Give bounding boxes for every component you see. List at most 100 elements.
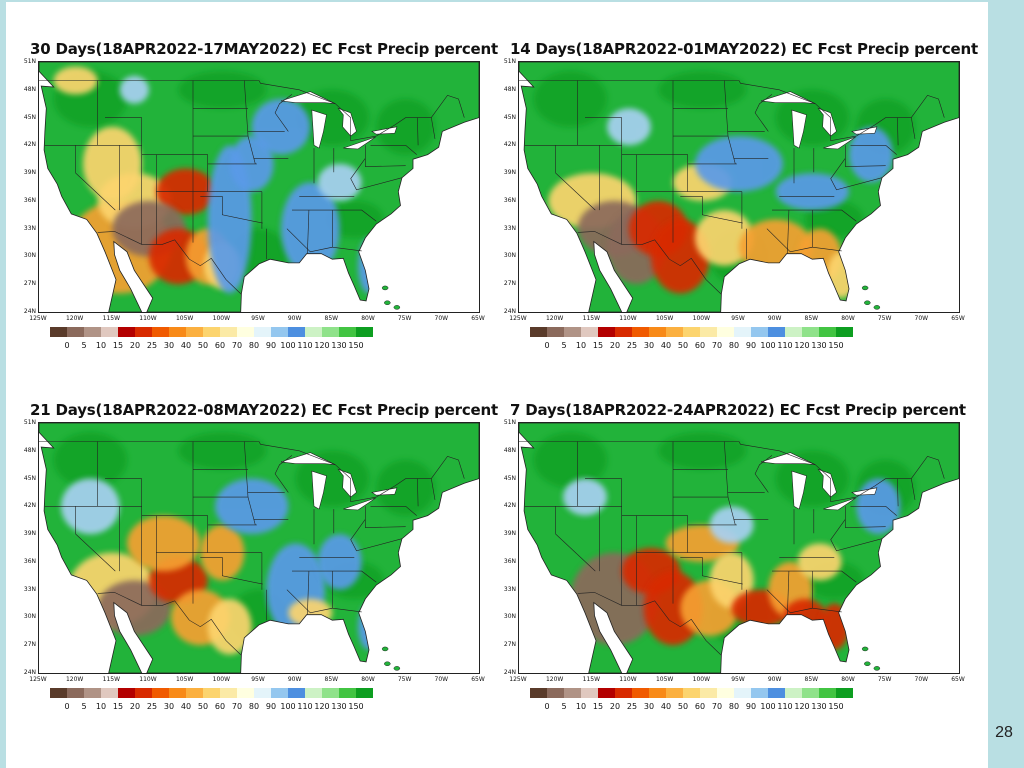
colorbar-label: 15 — [592, 702, 604, 711]
colorbar-swatch — [785, 688, 802, 698]
coastline — [39, 423, 479, 673]
anomaly-region — [376, 99, 435, 155]
latitude-label: 24N — [503, 308, 516, 315]
colorbar-swatch — [118, 688, 135, 698]
boundary-line — [897, 117, 899, 146]
boundary-line — [812, 246, 842, 252]
colorbar-swatch — [615, 688, 632, 698]
colorbar — [530, 327, 853, 337]
colorbar-swatch — [768, 327, 785, 337]
colorbar-swatch — [135, 688, 152, 698]
anomaly-region — [797, 543, 842, 581]
longitude-label: 70W — [914, 676, 929, 683]
longitude-label: 80W — [361, 676, 375, 683]
colorbar-swatch — [50, 327, 67, 337]
boundary-line — [911, 478, 916, 500]
precip-map — [38, 422, 480, 674]
map-panel-14-days: 14 Days(18APR2022-01MAY2022) EC Fcst Pre… — [498, 40, 978, 370]
island — [864, 300, 871, 305]
colorbar-label: 40 — [660, 341, 672, 350]
boundary-line — [286, 210, 333, 253]
latitude-label: 45N — [503, 474, 516, 482]
colorbar-label: 130 — [811, 702, 827, 711]
colorbar-swatch — [802, 688, 819, 698]
colorbar-swatch — [220, 688, 237, 698]
colorbar-label: 120 — [794, 702, 810, 711]
colorbar-label: 30 — [163, 341, 175, 350]
longitude-label: 80W — [841, 315, 855, 322]
colorbar-swatch — [785, 327, 802, 337]
boundary-line — [830, 519, 883, 552]
latitude-label: 27N — [503, 641, 516, 649]
colorbar — [50, 327, 373, 337]
colorbar-swatch — [819, 327, 836, 337]
colorbar-label: 120 — [314, 341, 330, 350]
colorbar-label: 15 — [592, 341, 604, 350]
panel-title: 30 Days(18APR2022-17MAY2022) EC Fcst Pre… — [30, 40, 498, 58]
boundary-line — [787, 210, 790, 254]
anomaly-region — [317, 163, 362, 201]
anomaly-region — [819, 603, 849, 650]
boundary-line — [222, 196, 263, 224]
longitude-label: 110W — [619, 315, 637, 322]
latitude-label: 33N — [503, 585, 516, 593]
latitude-label: 42N — [23, 502, 36, 510]
boundary-line — [350, 158, 403, 191]
colorbar-swatch — [67, 688, 84, 698]
longitude-label: 85W — [324, 315, 339, 322]
anomaly-region — [775, 173, 849, 211]
latitude-label: 42N — [23, 141, 36, 149]
anomaly-region — [207, 598, 252, 655]
longitude-label: 90W — [767, 676, 782, 683]
colorbar-label: 110 — [777, 702, 793, 711]
left-border-bar — [0, 0, 6, 768]
anomaly-region — [358, 603, 380, 650]
boundary-line — [274, 94, 293, 132]
longitude-label: 70W — [914, 315, 929, 322]
latitude-label: 39N — [23, 169, 36, 177]
map-svg — [39, 423, 479, 673]
colorbar-swatch — [152, 327, 169, 337]
colorbar-label: 20 — [609, 341, 621, 350]
latitude-label: 42N — [503, 141, 516, 149]
colorbar-swatch — [101, 327, 118, 337]
anomaly-region — [695, 210, 754, 266]
longitude-label: 70W — [434, 676, 449, 683]
boundary-line — [702, 557, 743, 585]
colorbar-swatch — [717, 327, 734, 337]
boundary-line — [787, 571, 790, 615]
boundary-line — [766, 210, 813, 253]
latitude-label: 24N — [503, 669, 516, 676]
colorbar-swatch — [186, 688, 203, 698]
colorbar-swatch — [683, 327, 700, 337]
colorbar-swatch — [734, 327, 751, 337]
anomaly-region — [643, 571, 703, 646]
colorbar-label: 0 — [64, 702, 70, 711]
boundary-line — [897, 478, 899, 507]
latitude-label: 24N — [23, 308, 36, 315]
colorbar-swatch — [203, 327, 220, 337]
colorbar-label: 90 — [745, 341, 757, 350]
colorbar-swatch — [564, 688, 581, 698]
colorbar-swatch — [547, 327, 564, 337]
colorbar-swatch — [84, 327, 101, 337]
latitude-label: 48N — [23, 85, 36, 93]
anomaly-region — [695, 136, 783, 192]
colorbar-swatch — [598, 688, 615, 698]
colorbar-label: 10 — [95, 702, 107, 711]
colorbar-label: 110 — [777, 341, 793, 350]
boundary-line — [519, 80, 945, 142]
colorbar-label: 25 — [626, 341, 638, 350]
latitude-label: 48N — [23, 446, 36, 454]
longitude-label: 75W — [877, 676, 892, 683]
longitude-label: 95W — [251, 315, 265, 322]
colorbar-label: 25 — [146, 341, 158, 350]
page-number: 28 — [995, 724, 1013, 741]
colorbar-label: 120 — [314, 702, 330, 711]
great-lake — [280, 452, 336, 465]
anomaly-region — [127, 515, 201, 572]
coastline — [519, 62, 959, 312]
colorbar-swatch — [271, 688, 288, 698]
colorbar-label: 80 — [248, 341, 260, 350]
anomaly-region — [607, 108, 651, 146]
